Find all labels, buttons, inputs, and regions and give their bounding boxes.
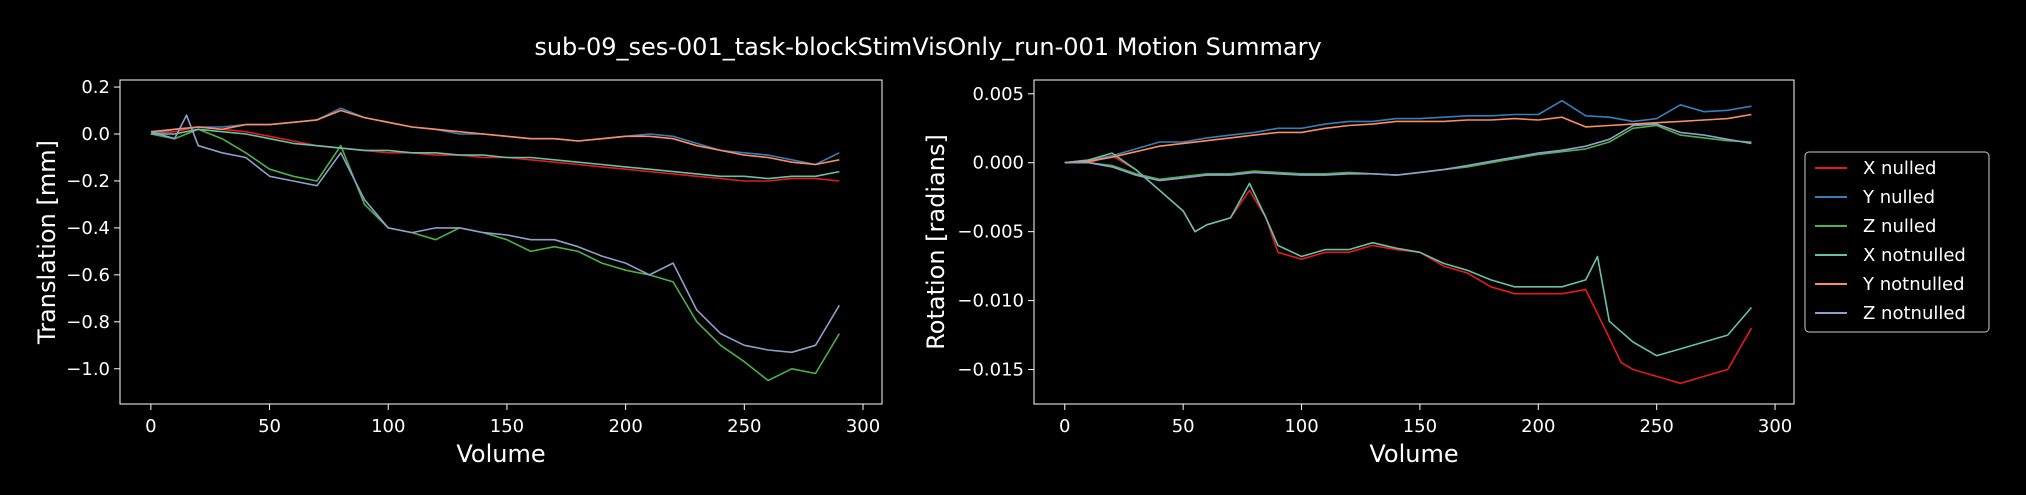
rotation-series-y-notnulled	[1064, 113, 1752, 164]
rotation-panel: 0 50 100 150 200 250 300 0.005 0.000 −0.005 −0.010…	[922, 79, 1795, 468]
legend-label-y-nulled: Y nulled	[1862, 187, 1935, 208]
translation-series-z-notnulled	[150, 114, 840, 354]
legend-label-x-notnulled: X notnulled	[1863, 245, 1966, 266]
translation-y-tick-label: −0.4	[66, 218, 110, 239]
translation-x-tick-label: 0	[145, 416, 156, 437]
rotation-axes-frame	[1033, 79, 1795, 405]
rotation-y-axis-label: Rotation [radians]	[922, 134, 950, 350]
translation-y-axis-label: Translation [mm]	[33, 140, 61, 345]
figure-title: sub-09_ses-001_task-blockStimVisOnly_run…	[534, 33, 1321, 61]
legend-label-z-notnulled: Z notnulled	[1863, 303, 1966, 324]
legend-label-x-nulled: X nulled	[1863, 158, 1936, 179]
translation-series-x-nulled	[150, 126, 840, 182]
translation-y-tick-label: 0.0	[81, 124, 110, 145]
translation-x-tick-label: 150	[490, 416, 524, 437]
translation-x-tick-label: 250	[727, 416, 761, 437]
legend: X nulled Y nulled Z nulled X notnulled Y not…	[1804, 151, 1990, 333]
rotation-series-y-nulled	[1064, 99, 1752, 164]
translation-x-tick-label: 50	[258, 416, 281, 437]
rotation-y-tick-label: −0.015	[957, 360, 1024, 381]
rotation-series-x-notnulled	[1064, 152, 1753, 357]
translation-series-x-notnulled	[150, 128, 840, 180]
translation-series-group	[150, 107, 840, 382]
rotation-x-tick-label: 200	[1521, 416, 1555, 437]
rotation-y-tick-label: 0.000	[972, 153, 1024, 174]
rotation-x-tick-label: 300	[1758, 416, 1792, 437]
translation-x-tick-label: 300	[846, 416, 880, 437]
rotation-y-tick-label: −0.010	[957, 291, 1024, 312]
rotation-y-tick-label: −0.005	[957, 222, 1024, 243]
legend-frame	[1804, 151, 1990, 333]
translation-y-tick-label: −0.6	[66, 265, 110, 286]
rotation-y-tick-label: 0.005	[972, 84, 1024, 105]
rotation-x-axis-label: Volume	[1369, 440, 1458, 468]
rotation-series-z-notnulled	[1064, 123, 1752, 182]
translation-series-y-notnulled	[150, 109, 840, 166]
translation-y-tick-label: −1.0	[66, 359, 110, 380]
translation-x-tick-label: 200	[608, 416, 642, 437]
translation-x-axis-label: Volume	[456, 440, 545, 468]
rotation-x-tick-label: 0	[1059, 416, 1070, 437]
rotation-x-tick-label: 150	[1403, 416, 1437, 437]
translation-series-z-nulled	[150, 128, 840, 382]
rotation-x-tick-label: 50	[1172, 416, 1195, 437]
translation-y-tick-label: −0.8	[66, 312, 110, 333]
legend-label-z-nulled: Z nulled	[1863, 216, 1936, 237]
translation-y-tick-label: 0.2	[81, 77, 110, 98]
legend-label-y-notnulled: Y notnulled	[1862, 274, 1965, 295]
translation-y-tick-label: −0.2	[66, 171, 110, 192]
rotation-x-tick-label: 100	[1284, 416, 1318, 437]
rotation-series-group	[1064, 99, 1753, 385]
translation-panel: 0 50 100 150 200 250 300 0.2 0.0 −0.2 −0.4 −0.6 −0.8…	[33, 77, 883, 468]
translation-x-tick-label: 100	[371, 416, 405, 437]
rotation-x-tick-label: 250	[1639, 416, 1673, 437]
translation-axes-frame	[119, 79, 883, 405]
